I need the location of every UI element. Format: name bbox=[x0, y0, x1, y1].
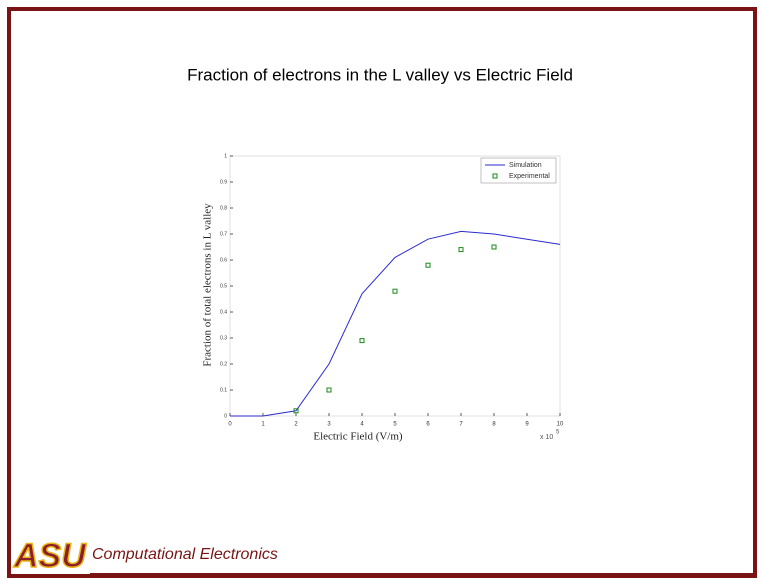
chart-title: Fraction of electrons in the L valley vs… bbox=[187, 65, 573, 84]
marker bbox=[458, 247, 464, 253]
y-tick-label: 0.5 bbox=[220, 283, 227, 289]
y-tick-label: 0.4 bbox=[220, 309, 227, 315]
footer-title: Computational Electronics bbox=[92, 546, 278, 563]
legend bbox=[480, 157, 557, 184]
x-tick-label: 1 bbox=[261, 422, 265, 428]
marker bbox=[425, 262, 431, 268]
legend-label: Simulation bbox=[509, 162, 542, 169]
x-axis-label: Electric Field (V/m) bbox=[313, 431, 403, 443]
marker bbox=[359, 338, 365, 344]
marker bbox=[293, 408, 299, 414]
y-tick-label: 0.8 bbox=[220, 205, 227, 211]
y-tick-label: 0 bbox=[224, 413, 227, 419]
y-tick-label: 1 bbox=[224, 153, 227, 159]
slide-frame bbox=[7, 7, 757, 578]
y-tick-label: 0.1 bbox=[220, 387, 227, 393]
x-tick-label: 4 bbox=[360, 422, 364, 428]
y-tick-label: 0.6 bbox=[220, 257, 227, 263]
marker bbox=[491, 244, 497, 250]
x-tick-label: 9 bbox=[525, 422, 529, 428]
y-axis-label: Fraction of total electrons in L valley bbox=[202, 203, 214, 367]
legend-label: Experimental bbox=[509, 173, 550, 180]
x-tick-label: 3 bbox=[327, 422, 331, 428]
plot-area bbox=[229, 155, 561, 417]
x-scale-exponent: 5 bbox=[556, 430, 560, 436]
y-tick-label: 0.9 bbox=[220, 179, 227, 185]
x-tick-label: 2 bbox=[294, 422, 298, 428]
marker bbox=[326, 387, 332, 393]
marker bbox=[392, 288, 398, 294]
x-tick-label: 0 bbox=[228, 422, 232, 428]
x-tick-label: 7 bbox=[459, 422, 463, 428]
line bbox=[230, 230, 561, 417]
x-scale-base: x 10 bbox=[540, 434, 553, 441]
legend-swatch bbox=[492, 173, 498, 179]
x-tick-label: 10 bbox=[557, 422, 564, 428]
y-tick-label: 0.2 bbox=[220, 361, 227, 367]
y-tick-label: 0.7 bbox=[220, 231, 227, 237]
y-tick-label: 0.3 bbox=[220, 335, 227, 341]
x-tick-label: 6 bbox=[426, 422, 430, 428]
logo: ASU bbox=[13, 537, 87, 575]
x-tick-label: 8 bbox=[492, 422, 496, 428]
x-tick-label: 5 bbox=[393, 422, 397, 428]
